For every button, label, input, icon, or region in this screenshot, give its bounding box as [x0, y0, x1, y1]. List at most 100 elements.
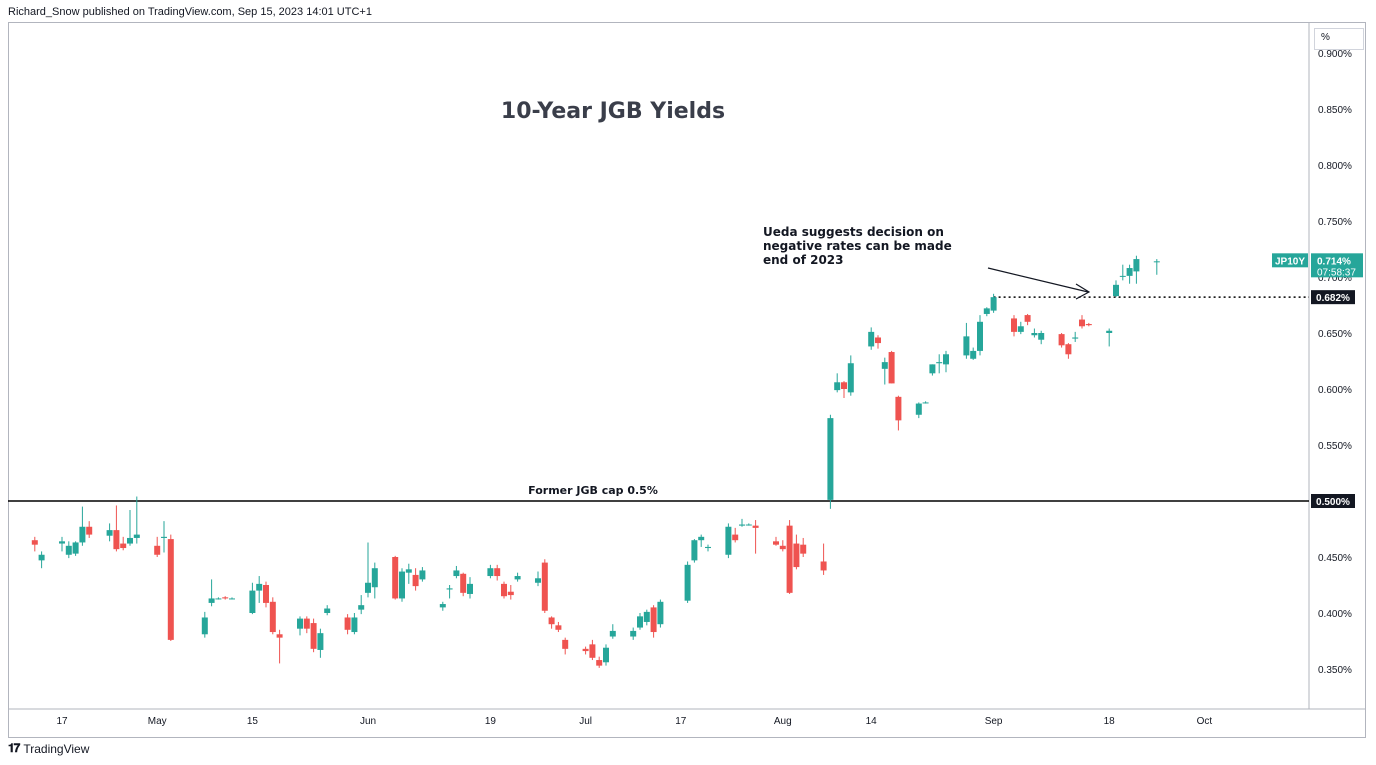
candle-body	[881, 362, 888, 369]
candle-body	[922, 402, 929, 404]
candle-body	[1024, 315, 1031, 322]
candle-body	[507, 591, 514, 596]
candle-body	[936, 362, 943, 364]
candle-body	[875, 337, 881, 344]
last-price-label: 0.714%	[1317, 256, 1351, 267]
symbol-tag: JP10Y	[1275, 256, 1305, 267]
candle-body	[31, 540, 38, 545]
candle-body	[725, 526, 732, 555]
candle-body	[276, 634, 283, 638]
candle-body	[127, 537, 133, 544]
candle-body	[392, 557, 399, 599]
candle-body	[983, 308, 990, 314]
candle-body	[120, 543, 127, 549]
candles	[31, 255, 1160, 668]
candle-body	[779, 545, 786, 550]
y-tick-label: 0.750%	[1318, 217, 1352, 228]
candle-body	[501, 583, 507, 597]
candle-body	[351, 617, 358, 633]
candle-body	[684, 564, 691, 601]
candle-body	[895, 396, 902, 421]
candle-body	[827, 418, 834, 500]
candle-body	[691, 540, 698, 561]
candle-body	[786, 525, 793, 593]
candle-body	[582, 648, 589, 652]
annotation-arrow-shaft	[987, 267, 1089, 293]
candle-body	[161, 536, 167, 538]
candle-body	[698, 536, 705, 541]
unit-selector[interactable]: %	[1314, 28, 1364, 50]
tradingview-logo-icon: 𝟏𝟕	[8, 741, 20, 755]
candle-body	[1079, 319, 1085, 327]
x-tick-label: Jun	[360, 716, 376, 727]
candle-body	[412, 574, 419, 587]
candle-body	[650, 607, 657, 633]
candle-body	[596, 660, 603, 666]
candle-body	[1126, 268, 1133, 276]
candle-body	[1031, 333, 1038, 336]
y-tick-label: 0.800%	[1318, 161, 1352, 172]
candle-body	[446, 588, 453, 590]
candle-body	[371, 568, 378, 588]
former-cap-price-label-bg	[1311, 494, 1355, 508]
candle-body	[535, 578, 541, 583]
dotted-level-price-label: 0.682%	[1316, 293, 1350, 304]
y-axis: 0.900% 0.850% 0.800% 0.750% 0.700% 0.650% 0.60…	[1318, 49, 1352, 676]
candle-body	[487, 568, 494, 577]
candle-body	[603, 647, 609, 663]
candle-body	[494, 568, 501, 577]
y-tick-label: 0.700%	[1318, 273, 1352, 284]
x-tick-label: May	[148, 716, 167, 727]
candle-body	[133, 534, 140, 538]
tradingview-logo[interactable]: 𝟏𝟕 TradingView	[8, 741, 89, 756]
x-tick-label: 15	[247, 716, 259, 727]
candle-body	[303, 618, 310, 629]
candle-body	[970, 350, 977, 359]
candle-body	[317, 633, 324, 650]
y-tick-label: 0.600%	[1318, 385, 1352, 396]
candle-body	[609, 630, 616, 637]
candle-body	[739, 524, 745, 526]
candle-body	[310, 623, 317, 649]
candle-body	[847, 363, 854, 393]
candle-body	[773, 541, 779, 545]
candle-body	[1038, 333, 1045, 340]
candle-body	[1085, 324, 1092, 326]
x-tick-label: 14	[866, 716, 878, 727]
x-tick-label: 17	[56, 716, 68, 727]
x-tick-label: Sep	[985, 716, 1003, 727]
dotted-level-price-label-bg	[1311, 290, 1355, 305]
candle-body	[1065, 344, 1072, 355]
candle-body	[888, 352, 895, 384]
x-axis: 17 May 15 Jun 19 Jul 17 Aug 14 Sep 18 Oct	[56, 716, 1212, 727]
candle-body	[548, 617, 555, 625]
x-tick-label: Jul	[579, 716, 592, 727]
candle-body	[977, 321, 983, 351]
candle-body	[1153, 261, 1160, 263]
candle-body	[1058, 334, 1065, 346]
candle-body	[453, 570, 460, 577]
candle-body	[1017, 326, 1024, 332]
x-tick-label: Oct	[1197, 716, 1213, 727]
candle-body	[358, 605, 365, 610]
symbol-tag-bg	[1272, 253, 1308, 268]
candle-body	[344, 617, 351, 630]
candle-body	[555, 625, 562, 630]
candle-body	[269, 601, 276, 633]
chart-frame	[8, 22, 1366, 738]
candle-body	[72, 542, 79, 554]
candle-body	[705, 546, 711, 549]
candle-body	[113, 530, 120, 550]
candle-body	[65, 545, 72, 555]
annotation-line-2: negative rates can be made	[763, 239, 952, 253]
candle-body	[1113, 284, 1119, 297]
y-tick-label: 0.900%	[1318, 49, 1352, 60]
x-tick-label: Aug	[774, 716, 792, 727]
candle-body	[79, 526, 86, 543]
annotation-arrow-head	[1075, 283, 1091, 300]
candle-body	[589, 644, 596, 658]
candle-body	[657, 601, 664, 625]
candle-body	[460, 573, 467, 593]
publisher-line: Richard_Snow published on TradingView.co…	[8, 6, 372, 18]
